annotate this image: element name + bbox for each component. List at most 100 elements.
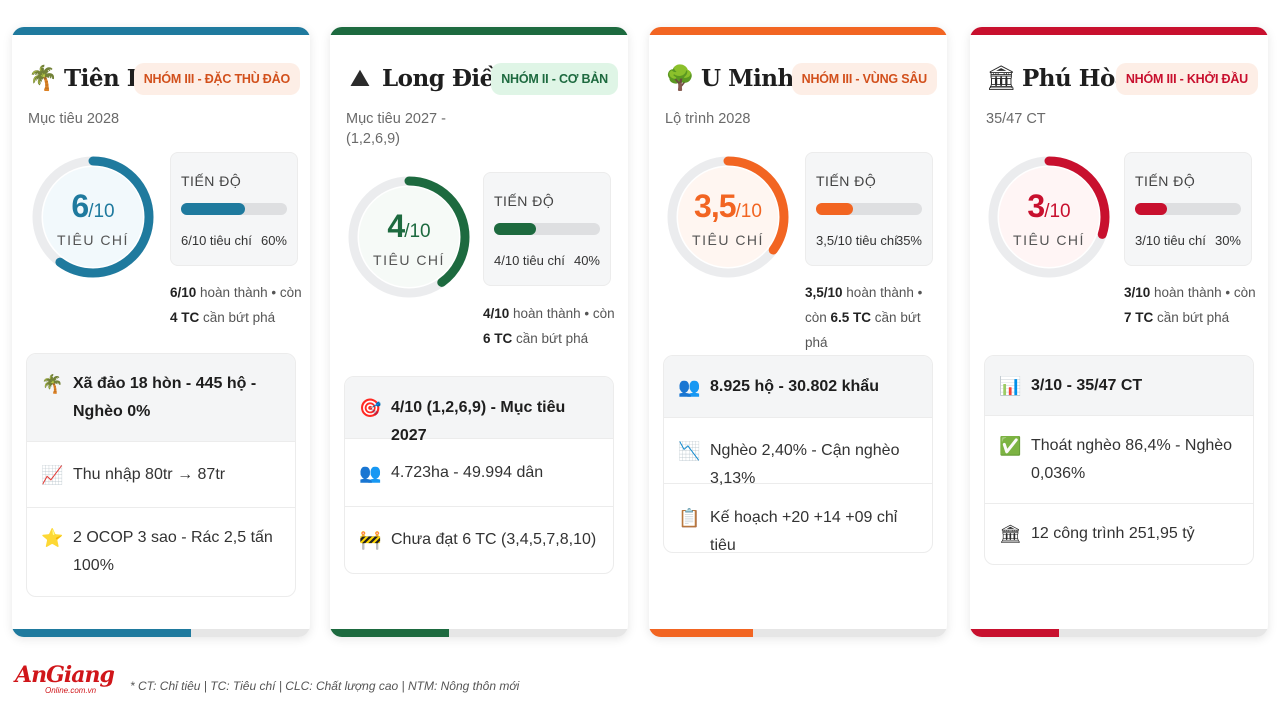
info-row-text: Kế hoạch +20 +14 +09 chỉ tiêu xyxy=(710,509,898,553)
summary-text-2: cần bứt phá xyxy=(199,310,276,325)
info-row-text: 2 OCOP 3 sao - Rác 2,5 tấn 100% xyxy=(73,529,273,574)
progress-percent: 40% xyxy=(573,253,600,268)
progress-text: 3,5/10 tiêu chí xyxy=(816,233,898,248)
progress-ring: 3,5/10 TIÊU CHÍ xyxy=(663,152,793,282)
card-top-accent-bar xyxy=(970,27,1268,35)
info-row-text: 8.925 hộ - 30.802 khẩu xyxy=(710,378,879,395)
card-phu-hoa: 🏛 Phú Hòa NHÓM III - KHỞI ĐẦU 35/47 CT 3/10 T… xyxy=(970,27,1268,637)
building-icon: 🏛 xyxy=(986,65,1017,92)
info-row: 🌴 Xã đảo 18 hòn - 445 hộ - Nghèo 0% xyxy=(27,354,295,442)
palm-tree-icon: 🌴 xyxy=(28,65,58,92)
card-bottom-progress-bar xyxy=(649,629,947,637)
star-icon: ⭐ xyxy=(41,528,64,548)
card-title-row: 🌳U Minh ThượngNHÓM III - VÙNG SÂU xyxy=(665,63,937,97)
progress-bar-track xyxy=(816,203,922,215)
logo-main-text: AnGiang xyxy=(15,662,115,688)
progress-bar-fill xyxy=(494,223,537,235)
ring-text: 3/10 TIÊU CHÍ xyxy=(984,152,1114,282)
progress-bar-fill xyxy=(816,203,854,215)
chart-increasing-icon: 📈 xyxy=(41,465,64,485)
progress-bar-track xyxy=(1135,203,1241,215)
people-icon: 👥 xyxy=(678,377,701,397)
info-row-text: Chưa đạt 6 TC (3,4,5,7,8,10) xyxy=(391,531,597,548)
info-row: ✅ Thoát nghèo 86,4% - Nghèo 0,036% xyxy=(985,416,1253,504)
progress-label: TIẾN ĐỘ xyxy=(816,173,877,189)
summary-remaining: 4 TC xyxy=(170,310,200,325)
ring-inner-fill xyxy=(43,167,143,267)
summary-text-1: hoàn thành • còn xyxy=(196,285,302,300)
progress-ring-svg xyxy=(667,156,789,278)
people-icon: 👥 xyxy=(359,463,382,483)
progress-box: TIẾN ĐỘ 3,5/10 tiêu chí 35% xyxy=(805,152,933,266)
info-row-text: 12 công trình 251,95 tỷ xyxy=(1031,525,1195,542)
cards-container: 🌴 Tiên Hải NHÓM III - ĐẶC THÙ ĐẢO Mục tiêu … xyxy=(12,27,1268,637)
progress-label: TIẾN ĐỘ xyxy=(181,173,242,189)
progress-ring: 6/10 TIÊU CHÍ xyxy=(28,152,158,282)
progress-bar-fill xyxy=(1135,203,1167,215)
target-icon: 🎯 xyxy=(359,398,382,418)
info-box: 👥 8.925 hộ - 30.802 khẩu 📉 Nghèo 2,40% - Cậ… xyxy=(663,355,933,553)
score-value: 6/10 xyxy=(28,188,158,230)
building-icon: 🏛 xyxy=(999,524,1022,544)
location-name: Phú Hòa xyxy=(1022,65,1130,92)
score-numerator: 6 xyxy=(71,188,89,224)
card-title-row: 🌴 Tiên Hải NHÓM III - ĐẶC THÙ ĐẢO xyxy=(28,63,300,97)
progress-text: 4/10 tiêu chí xyxy=(494,253,565,268)
progress-ring: 3/10 TIÊU CHÍ xyxy=(984,152,1114,282)
completion-summary: 6/10 hoàn thành • còn 4 TC cần bứt phá xyxy=(170,280,305,330)
angiang-logo[interactable]: AnGiang Online.com.vn xyxy=(15,662,115,696)
ring-label: TIÊU CHÍ xyxy=(373,252,445,268)
chart-decreasing-icon: 📉 xyxy=(678,441,701,461)
footnote: * CT: Chỉ tiêu | TC: Tiêu chí | CLC: Chấ… xyxy=(130,679,520,693)
info-row: 📉 Nghèo 2,40% - Cận nghèo 3,13% xyxy=(664,418,932,487)
ring-text: 4/10 TIÊU CHÍ xyxy=(344,172,474,302)
info-row: 📊 3/10 - 35/47 CT xyxy=(985,356,1253,416)
info-row: 📋 Kế hoạch +20 +14 +09 chỉ tiêu xyxy=(664,484,932,552)
summary-text-1: hoàn thành • còn xyxy=(805,285,923,325)
info-box: 📊 3/10 - 35/47 CT ✅ Thoát nghèo 86,4% - Ngh… xyxy=(984,355,1254,565)
group-badge: NHÓM III - KHỞI ĐẦU xyxy=(1115,63,1258,95)
summary-remaining: 6.5 TC xyxy=(830,310,872,325)
clipboard-icon: 📋 xyxy=(678,508,701,528)
card-bottom-progress-fill xyxy=(330,629,450,637)
ring-progress-arc xyxy=(988,156,1110,278)
card-subtitle: Mục tiêu 2027 - (1,2,6,9) xyxy=(346,111,446,147)
info-row: ⭐ 2 OCOP 3 sao - Rác 2,5 tấn 100% xyxy=(27,508,295,596)
completion-summary: 4/10 hoàn thành • còn 6 TC cần bứt phá xyxy=(483,301,618,351)
score-value: 3,5/10 xyxy=(663,188,793,230)
progress-percent: 30% xyxy=(1214,233,1241,248)
progress-label: TIẾN ĐỘ xyxy=(494,193,555,209)
card-subtitle: Lộ trình 2028 xyxy=(665,111,751,127)
summary-done: 6/10 xyxy=(170,285,197,300)
ring-inner-fill xyxy=(678,167,778,267)
summary-text-2: cần bứt phá xyxy=(1153,310,1230,325)
score-value: 3/10 xyxy=(984,188,1114,230)
card-tien-hai: 🌴 Tiên Hải NHÓM III - ĐẶC THÙ ĐẢO Mục tiêu … xyxy=(12,27,310,637)
card-top-accent-bar xyxy=(649,27,947,35)
group-badge: NHÓM III - VÙNG SÂU xyxy=(791,63,937,95)
score-numerator: 3 xyxy=(1027,188,1045,224)
ring-label: TIÊU CHÍ xyxy=(1013,232,1085,248)
summary-text-1: hoàn thành • còn xyxy=(1150,285,1256,300)
summary-text-2: cần bứt phá xyxy=(512,331,589,346)
progress-percent: 35% xyxy=(895,233,922,248)
logo-sub-text: Online.com.vn xyxy=(45,686,97,695)
summary-done: 3/10 xyxy=(1124,285,1151,300)
score-denominator: /10 xyxy=(88,201,115,222)
ring-progress-arc xyxy=(348,176,470,298)
mountain-icon: ⛰ xyxy=(349,65,371,92)
progress-bar-track xyxy=(494,223,600,235)
info-row-text: Thu nhập 80tr → 87tr xyxy=(73,466,226,483)
location-name: Long Điền xyxy=(382,65,511,92)
card-title-row: ⛰ Long Điền NHÓM II - CƠ BẢN xyxy=(346,63,618,97)
check-box-icon: ✅ xyxy=(999,436,1022,456)
info-box: 🌴 Xã đảo 18 hòn - 445 hộ - Nghèo 0% 📈 Thu n… xyxy=(26,353,296,597)
card-subtitle: 35/47 CT xyxy=(986,111,1046,127)
progress-label: TIẾN ĐỘ xyxy=(1135,173,1196,189)
card-bottom-progress-bar xyxy=(970,629,1268,637)
progress-ring-svg xyxy=(348,176,470,298)
card-bottom-progress-fill xyxy=(12,629,191,637)
score-denominator: /10 xyxy=(735,201,762,222)
card-title-row: 🏛 Phú Hòa NHÓM III - KHỞI ĐẦU xyxy=(986,63,1258,97)
info-row: 🚧 Chưa đạt 6 TC (3,4,5,7,8,10) xyxy=(345,507,613,573)
